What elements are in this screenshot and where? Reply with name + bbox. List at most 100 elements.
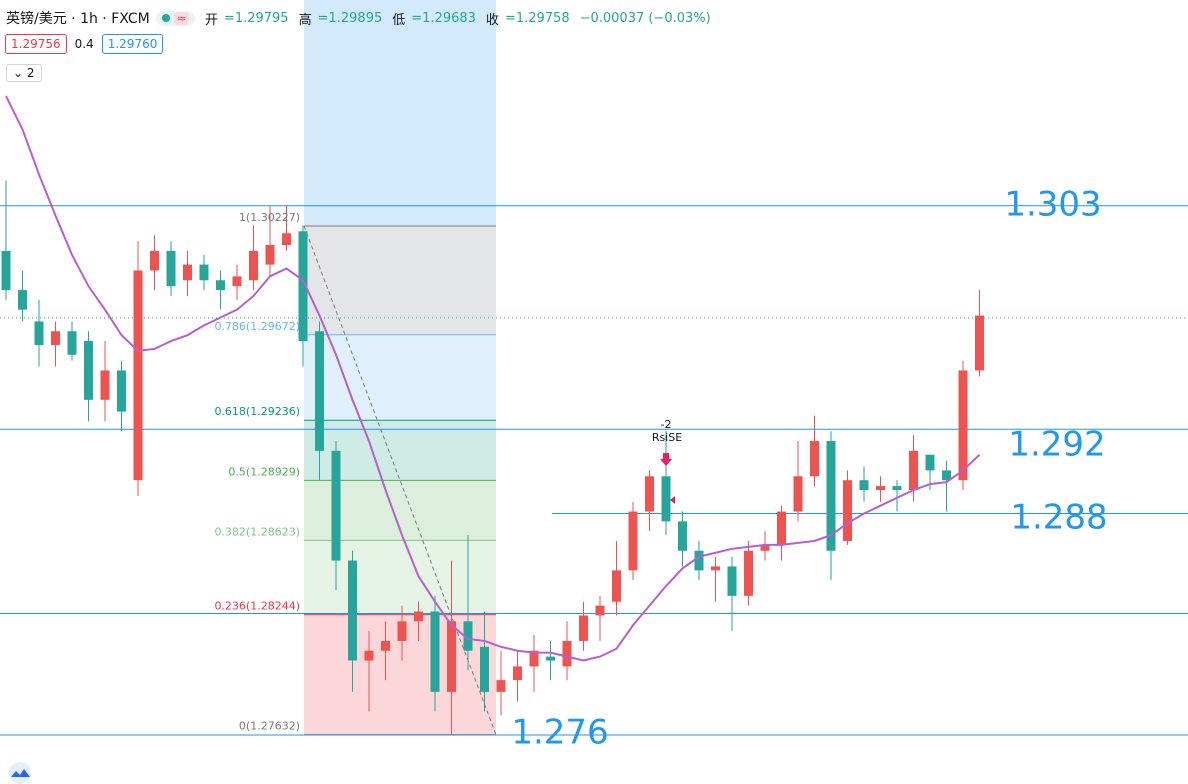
sell-button[interactable]: 1.29756 xyxy=(5,34,67,54)
candle-body xyxy=(480,646,489,692)
candle-body xyxy=(727,566,737,596)
signal-label: RsiSE xyxy=(652,431,682,444)
candle-body xyxy=(447,621,456,692)
candle-body xyxy=(826,441,836,551)
candle-body xyxy=(892,486,902,490)
candle-body xyxy=(100,370,110,400)
candle-body xyxy=(529,650,539,667)
fib-level-label: 0.786(1.29672) xyxy=(214,320,300,333)
fib-top-band xyxy=(304,0,496,226)
candle-body xyxy=(1,250,11,291)
fib-level-label: 0.618(1.29236) xyxy=(214,405,300,418)
candle-body xyxy=(265,245,275,265)
quote-value: =1.29895 xyxy=(317,10,383,26)
line-label: 1.292 xyxy=(1008,425,1105,465)
candle-body xyxy=(315,331,324,451)
signal-arrow xyxy=(660,453,672,466)
fib-level-label: 0.382(1.28623) xyxy=(214,525,300,538)
indicator-count: 2 xyxy=(26,66,35,80)
candle-body xyxy=(909,450,918,490)
candle-body xyxy=(711,566,720,571)
candle-body xyxy=(579,615,588,641)
candle-body xyxy=(562,640,572,667)
status-pill[interactable]: ≈ xyxy=(155,10,195,26)
candle-body xyxy=(958,370,968,481)
line-label: 1.303 xyxy=(1004,185,1101,225)
candle-body xyxy=(414,611,423,622)
candle-body xyxy=(166,250,176,287)
candle-body xyxy=(628,511,638,571)
candle-body xyxy=(430,611,440,692)
candle-body xyxy=(810,441,819,477)
candle-body xyxy=(84,341,93,400)
logo xyxy=(9,762,31,784)
quote-label: 收 xyxy=(485,12,499,28)
fib-zone xyxy=(304,334,496,421)
candle-body xyxy=(942,470,951,481)
candle-body xyxy=(925,454,935,471)
signal-marker xyxy=(670,496,675,504)
candle-body xyxy=(843,480,852,541)
quote-label: 开 xyxy=(204,12,218,28)
trade-row: 1.29756 0.4 1.29760 xyxy=(5,34,164,54)
quote-label: 低 xyxy=(392,12,406,28)
candle-body xyxy=(612,570,621,602)
spread: 0.4 xyxy=(74,37,94,51)
fib-zone xyxy=(304,225,496,335)
candle-body xyxy=(232,276,242,287)
candle-body xyxy=(661,476,671,522)
candle-body xyxy=(348,560,357,661)
candle-body xyxy=(381,640,390,651)
candle-body xyxy=(298,231,308,342)
symbol: 英镑/美元 · 1h · FXCM xyxy=(6,11,150,27)
candle-body xyxy=(678,521,687,551)
candle-body xyxy=(216,280,225,291)
candle-body xyxy=(249,250,258,281)
candle-body xyxy=(199,264,209,281)
signal-count: -2 xyxy=(661,418,672,431)
quote-value: =1.29795 xyxy=(223,10,289,26)
quote-label: 高 xyxy=(298,12,312,28)
buy-button[interactable]: 1.29760 xyxy=(101,34,164,54)
fib-level-label: 0(1.27632) xyxy=(239,720,300,733)
candle-body xyxy=(496,680,506,692)
candle-body xyxy=(18,290,27,310)
line-label: 1.276 xyxy=(511,713,608,753)
line-label: 1.288 xyxy=(1010,498,1107,538)
fib-level-label: 0.5(1.28929) xyxy=(228,465,300,478)
candle-body xyxy=(67,331,77,355)
candle-body xyxy=(546,656,555,661)
indicator-toggle[interactable]: ⌄ 2 xyxy=(6,64,42,82)
change: −0.00037 (−0.03%) xyxy=(579,10,711,26)
candle-body xyxy=(694,550,704,571)
legend-header: 英镑/美元 · 1h · FXCM ≈ 开 =1.29795 高 =1.29895 … xyxy=(6,8,711,28)
candle-body xyxy=(150,250,159,271)
quote-value: =1.29758 xyxy=(504,10,570,26)
candle-body xyxy=(397,621,407,641)
candle-body xyxy=(463,621,473,651)
candle-body xyxy=(777,511,786,545)
fib-level-label: 0.236(1.28244) xyxy=(214,600,300,613)
candle-body xyxy=(331,450,341,561)
candle-body xyxy=(645,476,654,512)
moving-average xyxy=(5,95,981,662)
fib-level-label: 1(1.30227) xyxy=(239,211,300,224)
candle-body xyxy=(859,480,869,490)
candle-body xyxy=(282,233,291,245)
candle-body xyxy=(975,315,984,371)
candle-body xyxy=(595,605,605,616)
candle-body xyxy=(744,550,753,596)
candle-body xyxy=(133,270,143,481)
candle-body xyxy=(34,321,44,345)
quote-value: =1.29683 xyxy=(411,10,476,26)
candle-body xyxy=(513,666,522,681)
candle-body xyxy=(117,370,126,412)
candle-body xyxy=(760,544,770,551)
candle-body xyxy=(364,650,374,661)
candle-body xyxy=(876,486,885,490)
candle-body xyxy=(51,331,60,345)
candle-body xyxy=(793,476,803,512)
candle-body xyxy=(183,264,192,281)
